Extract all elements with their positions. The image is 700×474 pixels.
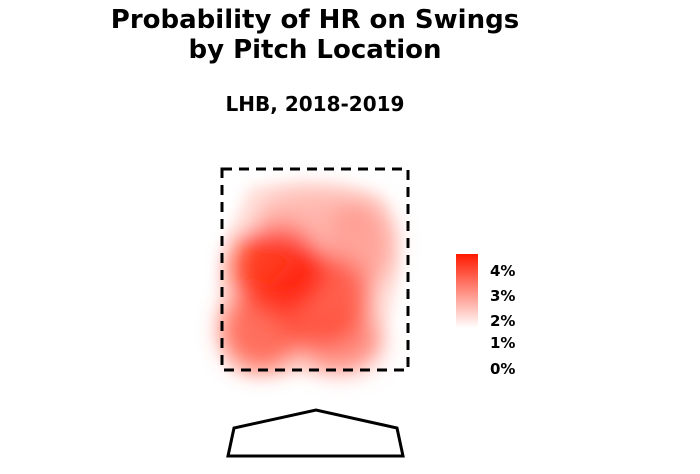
chart-subtitle: LHB, 2018-2019: [225, 92, 405, 116]
strike-zone: [220, 167, 410, 372]
chart-title: Probability of HR on Swings: [110, 5, 520, 35]
legend-tick-label: 1%: [490, 334, 515, 352]
legend-tick-label: 4%: [490, 262, 515, 280]
legend-color-bar: [456, 254, 478, 328]
legend-tick-label: 2%: [490, 312, 515, 330]
heat-surface: [217, 183, 398, 377]
chart-title-line-2: by Pitch Location: [188, 35, 442, 65]
heat-spot-up-in: [232, 226, 324, 310]
legend-tick-label: 0%: [490, 360, 515, 378]
legend-tick-label: 3%: [490, 287, 515, 305]
home-plate: [226, 408, 405, 458]
legend: 4% 3% 2% 1% 0%: [456, 254, 515, 378]
